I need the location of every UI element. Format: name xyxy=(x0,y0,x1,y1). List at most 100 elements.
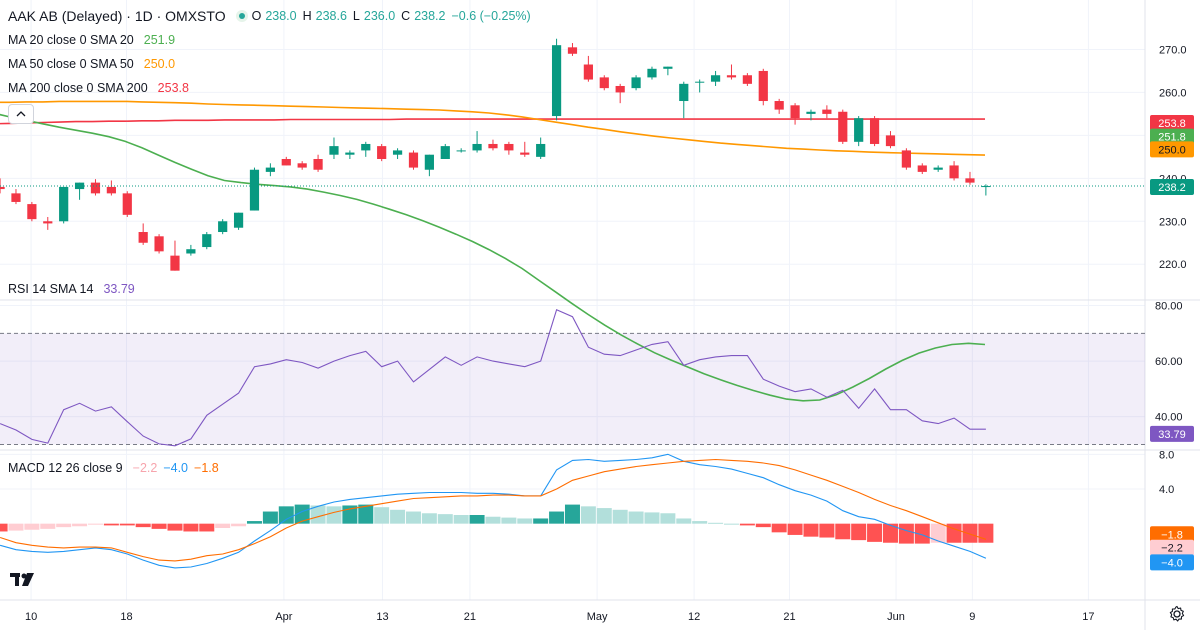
macd-histogram-bar xyxy=(8,523,24,531)
macd-histogram-bar xyxy=(469,515,485,524)
macd-hist-badge-bg xyxy=(1150,539,1194,556)
candle-body xyxy=(297,163,307,168)
macd-histogram-bar xyxy=(358,504,374,524)
candle-body xyxy=(313,159,323,170)
candle-body xyxy=(265,167,275,172)
candle-body xyxy=(249,169,260,211)
macd-histogram-bar xyxy=(310,505,326,524)
ma200-legend[interactable]: MA 200 close 0 SMA 200 253.8 xyxy=(8,81,193,95)
rsi-badge: 33.79 xyxy=(1158,429,1186,441)
macd-histogram-bar xyxy=(771,523,787,533)
macd-histogram-bar xyxy=(787,523,803,535)
ma50-legend[interactable]: MA 50 close 0 SMA 50 250.0 xyxy=(8,57,179,71)
macd-histogram-bar xyxy=(819,523,835,538)
candle-body xyxy=(742,75,752,84)
settings-gear-icon[interactable] xyxy=(1168,605,1186,623)
macd-legend[interactable]: MACD 12 26 close 9 −2.2 −4.0 −1.8 xyxy=(8,461,223,475)
candle-body xyxy=(154,236,164,252)
macd-histogram-bar xyxy=(628,511,644,524)
macd-signal-line xyxy=(0,458,987,562)
macd-histogram-bar xyxy=(40,523,56,529)
macd-histogram-bar xyxy=(564,504,580,524)
collapse-legend-button[interactable] xyxy=(8,104,34,124)
candle-body xyxy=(695,81,705,83)
ma200-value: 253.8 xyxy=(157,81,189,95)
candle-body xyxy=(567,47,578,54)
candle-body xyxy=(122,193,132,215)
change-value: −0.6 (−0.25%) xyxy=(451,9,531,23)
macd-histogram-bar xyxy=(374,507,390,524)
candle-body xyxy=(202,234,212,248)
macd-line xyxy=(0,453,987,569)
close-label: C xyxy=(401,9,411,23)
tradingview-logo-icon[interactable] xyxy=(10,570,38,590)
macd-histogram-bar xyxy=(708,522,724,524)
candle-body xyxy=(440,146,450,159)
candle-body xyxy=(361,143,371,151)
candle-body xyxy=(520,152,530,155)
macd-histogram-bar xyxy=(151,523,167,529)
candles-layer xyxy=(0,38,991,271)
price-tick-label: 230.0 xyxy=(1159,216,1187,228)
ma50-line xyxy=(0,100,986,156)
macd-histogram-bar xyxy=(533,518,549,524)
rsi-tick-label: 80.00 xyxy=(1155,301,1183,313)
candle-body xyxy=(679,83,689,102)
close-value: 238.2 xyxy=(414,9,446,23)
time-tick-label: Jun xyxy=(887,611,905,623)
macd-histogram-bar xyxy=(676,518,692,524)
candle-body xyxy=(329,146,339,155)
ma50-label: MA 50 close 0 SMA 50 xyxy=(8,57,134,71)
macd-histogram-bar xyxy=(215,523,231,528)
chevron-up-icon xyxy=(16,111,26,117)
macd-histogram-bar xyxy=(135,523,151,528)
macd-histogram-bar xyxy=(962,523,978,543)
rsi-tick-label: 60.00 xyxy=(1155,356,1183,368)
rsi-band xyxy=(0,333,1145,445)
candle-body xyxy=(822,109,832,114)
candle-body xyxy=(615,85,625,93)
candle-body xyxy=(647,68,657,78)
macd-histogram-bar xyxy=(278,506,294,524)
macd-histogram-bar xyxy=(914,523,930,544)
candle-body xyxy=(170,255,180,271)
candle-body xyxy=(0,186,5,190)
candle-body xyxy=(59,186,69,222)
macd-histogram-bar xyxy=(882,523,898,543)
macd-histogram-bar xyxy=(56,523,72,528)
macd-tick-label: 4.0 xyxy=(1159,484,1174,496)
time-tick-label: 9 xyxy=(969,611,975,623)
macd-histogram-bar xyxy=(739,523,755,526)
candle-body xyxy=(186,249,196,254)
time-tick-label: 21 xyxy=(464,611,476,623)
candle-body xyxy=(631,77,641,89)
candle-body xyxy=(965,178,975,183)
candle-body xyxy=(917,165,927,172)
candle-body xyxy=(392,150,403,155)
ma20-legend[interactable]: MA 20 close 0 SMA 20 251.9 xyxy=(8,33,179,47)
candle-body xyxy=(43,221,53,224)
macd-histogram-bar xyxy=(835,523,851,540)
rsi-value: 33.79 xyxy=(103,282,135,296)
candle-body xyxy=(949,165,959,179)
macd-histogram-bar xyxy=(692,521,708,524)
macd-histogram-bar xyxy=(167,523,183,531)
rsi-legend[interactable]: RSI 14 SMA 14 33.79 xyxy=(8,282,139,296)
candle-body xyxy=(377,146,387,159)
macd-histogram-bar xyxy=(898,523,914,544)
candle-body xyxy=(11,193,21,202)
rsi-line xyxy=(0,308,986,447)
time-tick-label: Apr xyxy=(275,611,292,623)
candle-body xyxy=(345,152,355,155)
macd-histogram-bar xyxy=(231,523,247,527)
market-status-icon xyxy=(235,10,248,22)
time-tick-label: 18 xyxy=(120,611,132,623)
symbol-title[interactable]: AAK AB (Delayed) · 1D · OMXSTO xyxy=(8,8,226,24)
candle-body xyxy=(504,143,514,151)
candle-body xyxy=(106,186,116,194)
candle-body xyxy=(583,64,593,80)
macd-histogram-bar xyxy=(946,523,962,543)
candle-body xyxy=(790,105,800,119)
